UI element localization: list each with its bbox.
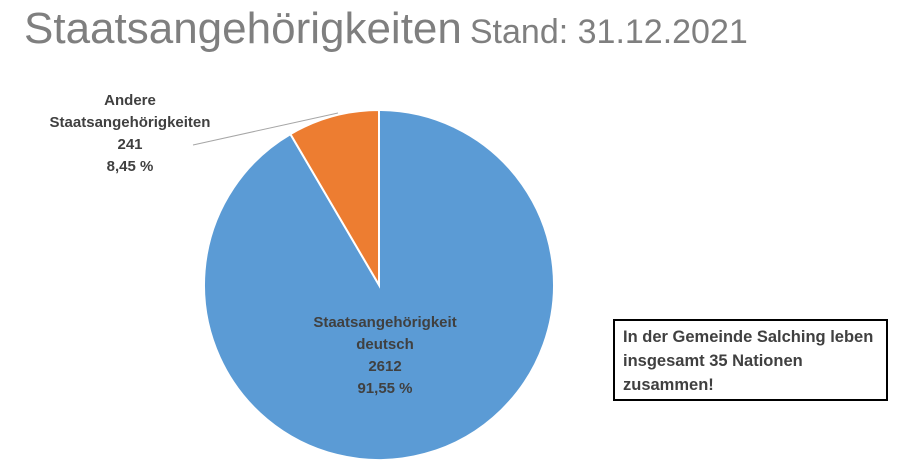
pie-slice — [289, 108, 380, 289]
value-label: 241 — [117, 136, 143, 153]
annotation: In der Gemeinde Salching leben insgesamt… — [613, 319, 888, 401]
leader-line — [192, 112, 339, 146]
data-label: Staatsangehörigkeit deutsch 2612 91,55 % — [300, 312, 470, 400]
percentage-label: 8,45 % — [106, 158, 154, 175]
value-label: 2612 — [368, 358, 402, 375]
chart-title: Staatsangehörigkeiten — [24, 4, 462, 53]
chart-subtitle: Stand: 31.12.2021 — [469, 13, 748, 51]
title-block: Staatsangehörigkeiten Stand: 31.12.2021 — [24, 4, 748, 54]
data-label: Andere Staatsangehörigkeiten 241 8,45 % — [38, 90, 223, 178]
percentage-label: 91,55 % — [357, 380, 413, 397]
category-label: Andere Staatsangehörigkeiten — [49, 92, 211, 131]
category-label: Staatsangehörigkeit deutsch — [313, 314, 457, 353]
